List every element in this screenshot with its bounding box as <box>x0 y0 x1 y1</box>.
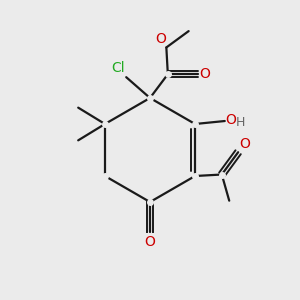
Text: O: O <box>226 113 236 128</box>
Text: Cl: Cl <box>111 61 125 75</box>
Text: H: H <box>236 116 245 129</box>
Text: O: O <box>199 67 210 81</box>
Text: O: O <box>239 137 250 151</box>
Text: O: O <box>145 235 155 249</box>
Text: O: O <box>155 32 166 46</box>
